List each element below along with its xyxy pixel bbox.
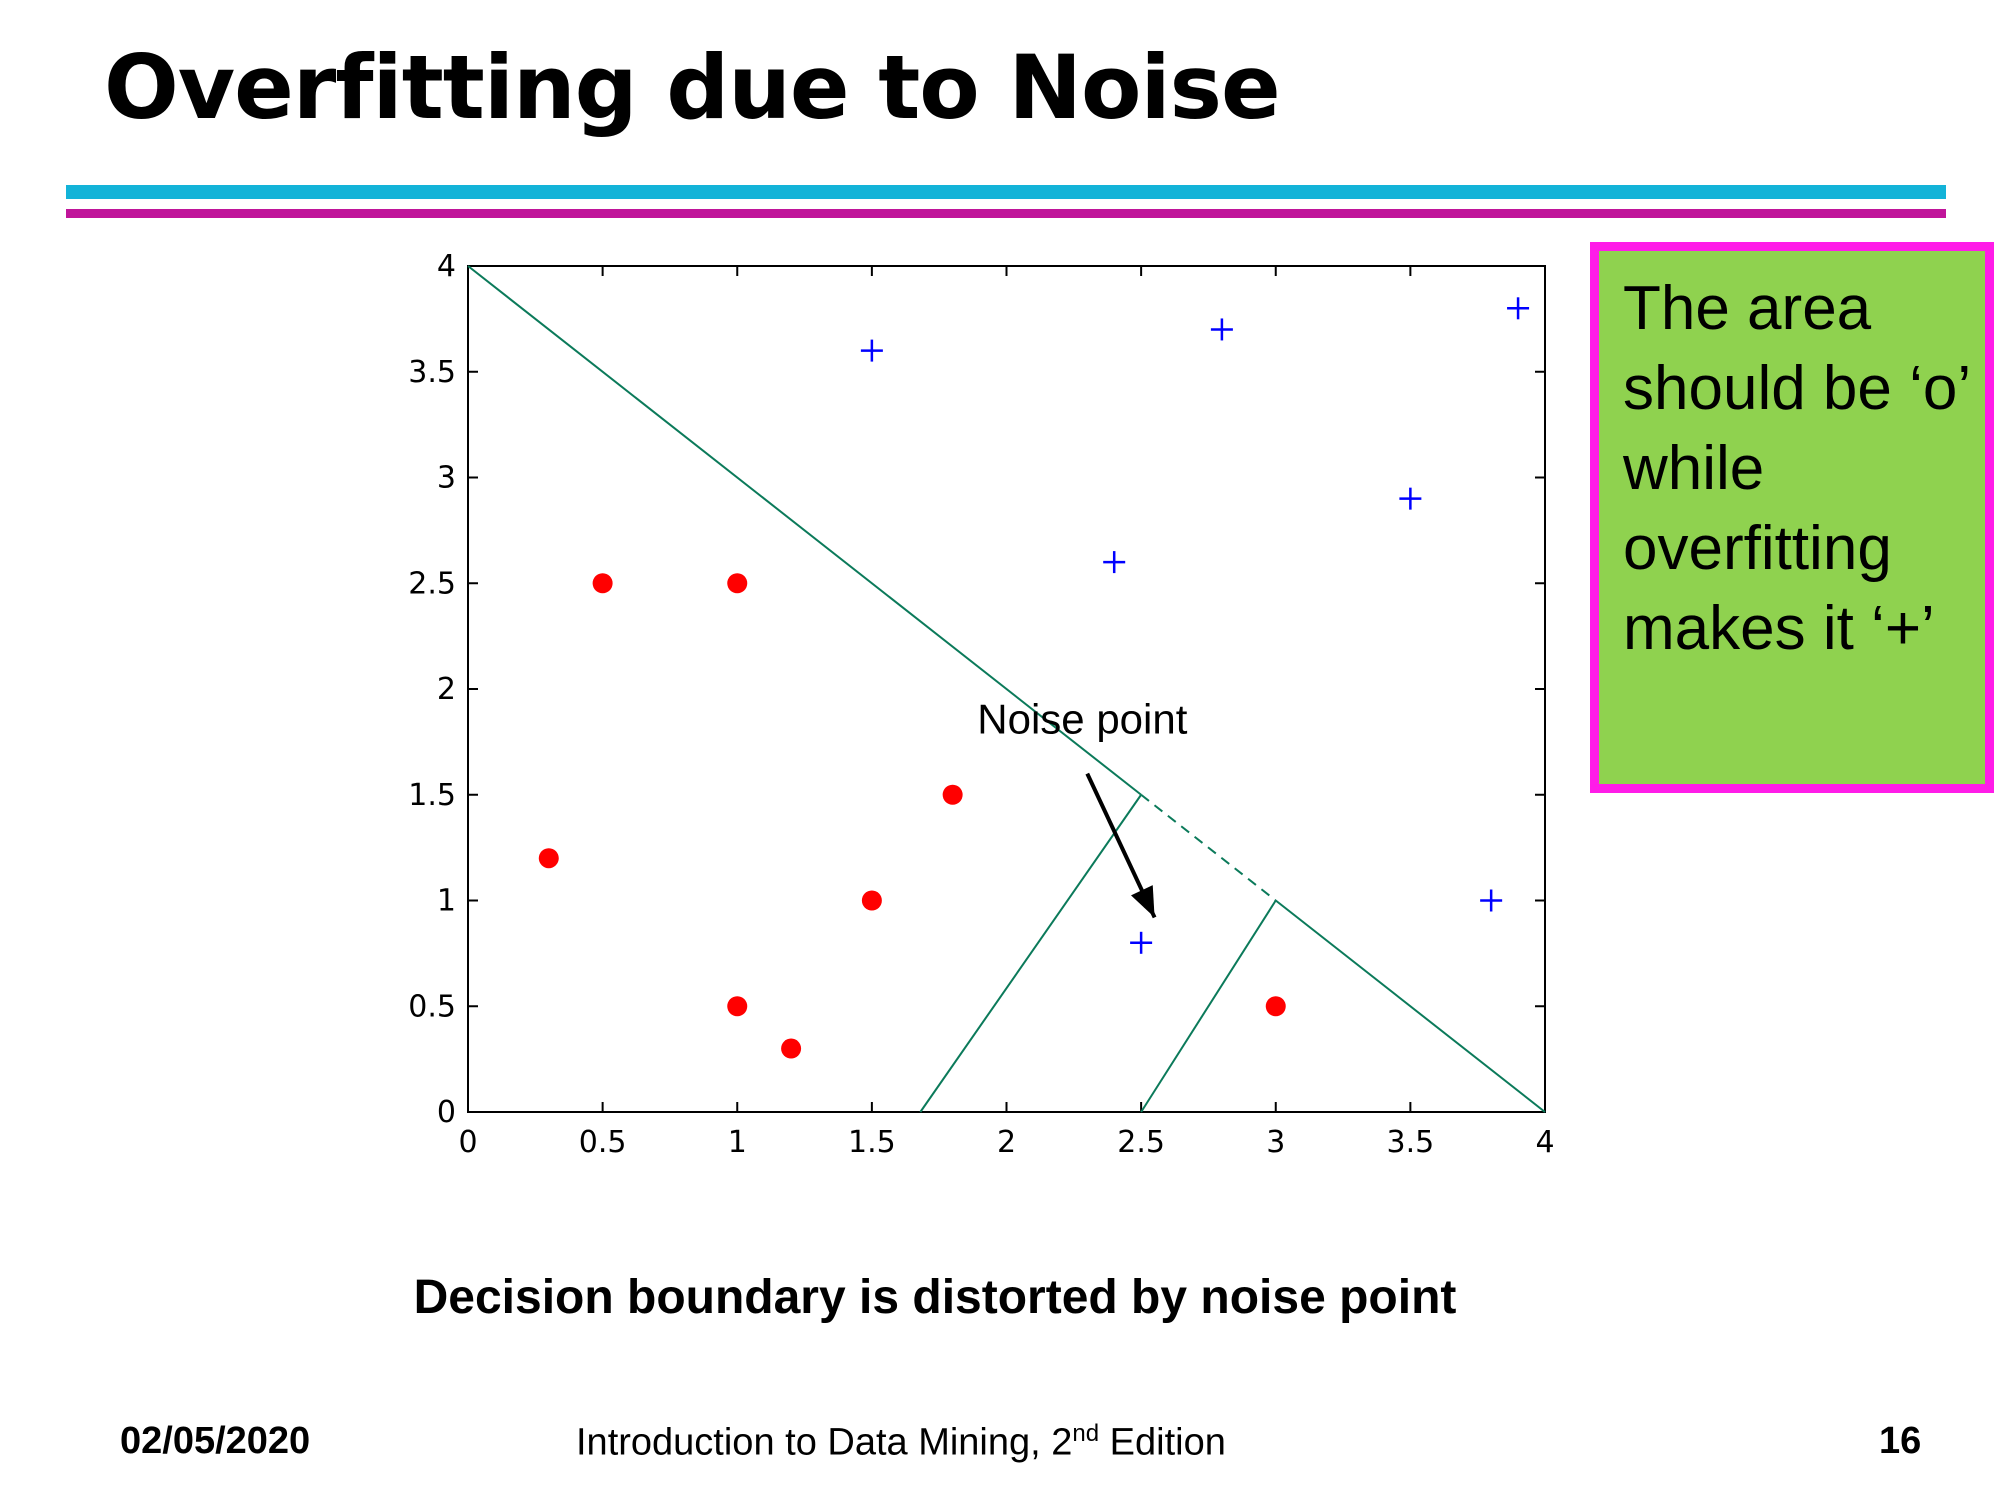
note-text: The area should be ‘o’ while overfitting… [1623, 274, 1969, 663]
plus-point [1130, 931, 1153, 954]
x-tick-label: 3 [1266, 1125, 1285, 1160]
plus-point [1399, 487, 1422, 510]
boundary-segment [1275, 899, 1546, 1113]
plus-point [1210, 318, 1233, 341]
x-tick-label: 2.5 [1117, 1125, 1165, 1160]
boundary-segment [919, 794, 1142, 1113]
circle-point [727, 996, 748, 1017]
scatter-chart: 0 0.5 1 1.5 2 2.5 3 3.5 4 0 0.5 1 1.5 2 2.5 3 3.5 4 Noise… [408, 249, 1554, 1160]
x-tick-label: 3.5 [1387, 1125, 1435, 1160]
y-tick-label: 1 [437, 884, 456, 919]
x-tick-label: 0.5 [579, 1125, 627, 1160]
footer-book-title: Introduction to Data Mining, 2nd Edition [576, 1420, 1226, 1465]
footer-date: 02/05/2020 [120, 1420, 311, 1462]
chart-caption: Decision boundary is distorted by noise … [413, 1271, 1457, 1324]
y-tick-label: 0 [437, 1095, 456, 1130]
title-rule-magenta [66, 209, 1946, 218]
y-tick-label: 2 [437, 672, 456, 707]
x-tick-label: 0 [458, 1125, 477, 1160]
annotation-arrow-head [1131, 885, 1155, 918]
annotation-label: Noise point [977, 696, 1187, 743]
note-box: The area should be ‘o’ while overfitting… [1590, 242, 1994, 793]
footer-page-number: 16 [1879, 1420, 1922, 1462]
circle-point [781, 1038, 802, 1059]
x-tick-label: 1.5 [848, 1125, 896, 1160]
circle-point [727, 573, 748, 594]
title-rule-cyan [66, 185, 1946, 199]
boundary-segment [467, 265, 1142, 796]
footer-book-end: Edition [1099, 1421, 1226, 1464]
y-tick-label: 0.5 [408, 989, 456, 1024]
y-tick-label: 2.5 [408, 566, 456, 601]
circle-point [538, 848, 559, 869]
annotation: Noise point [977, 696, 1188, 919]
x-tick-label: 1 [728, 1125, 747, 1160]
plus-point [1480, 889, 1503, 912]
plus-point [860, 339, 883, 362]
x-tick-label: 2 [997, 1125, 1016, 1160]
circle-point [592, 573, 613, 594]
decision-boundary [467, 265, 1546, 1113]
y-tick-label: 3 [437, 461, 456, 496]
slide-title: Overfitting due to Noise [104, 36, 1281, 139]
circle-point [942, 784, 963, 805]
boundary-segment-dashed [1140, 793, 1277, 902]
y-tick-label: 3.5 [408, 355, 456, 390]
axes: 0 0.5 1 1.5 2 2.5 3 3.5 4 0 0.5 1 1.5 2 2.5 3 3.5 4 [408, 249, 1554, 1160]
boundary-segment [1140, 899, 1277, 1113]
plus-point [1103, 551, 1126, 574]
circle-point [1265, 996, 1286, 1017]
x-tick-label: 4 [1535, 1125, 1554, 1160]
data-points [538, 297, 1530, 1059]
y-tick-label: 4 [437, 249, 456, 284]
y-tick-label: 1.5 [408, 778, 456, 813]
circle-point [861, 890, 882, 911]
footer-book-sup: nd [1072, 1420, 1100, 1447]
plus-point [1507, 297, 1530, 320]
footer-book-main: Introduction to Data Mining, 2 [576, 1421, 1073, 1464]
